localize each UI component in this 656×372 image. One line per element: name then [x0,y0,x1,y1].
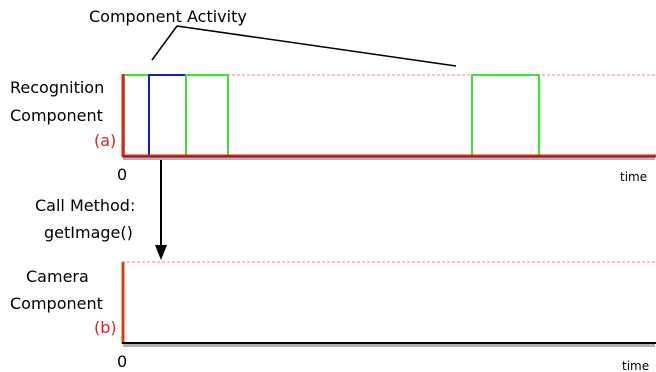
panel-b-tag: (b) [94,318,117,337]
panel-recognition: Recognition Component (a) 0 time [10,74,656,184]
call-method-line2: getImage() [44,223,133,242]
panel-b-ticks [123,343,655,347]
panel-a-name-line1: Recognition [10,78,104,97]
title-callout [151,25,457,67]
panel-b-name-line1: Camera [26,267,89,286]
panel-b-name-line2: Component [10,294,103,313]
panel-a-pulses [123,74,540,155]
panel-camera: Camera Component (b) 0 time [10,261,656,372]
panel-a-ticks [123,156,655,160]
call-method: Call Method: getImage() [35,160,167,260]
activity-pulse [471,74,540,155]
call-method-line1: Call Method: [35,196,135,215]
callout-line-right [176,25,457,67]
activity-pulse [123,74,150,155]
activity-pulse [148,74,187,155]
panel-a-name-line2: Component [10,106,103,125]
activity-pulse [185,74,229,155]
panel-b-origin-label: 0 [117,352,127,371]
panel-a-tag: (a) [94,131,116,150]
callout-line-left [151,25,178,61]
panel-a-origin-label: 0 [117,165,127,184]
panel-a-axis-label: time [620,170,647,184]
call-arrow-head [155,245,167,260]
panel-b-axis-label: time [622,359,649,372]
diagram-title: Component Activity [89,7,247,26]
